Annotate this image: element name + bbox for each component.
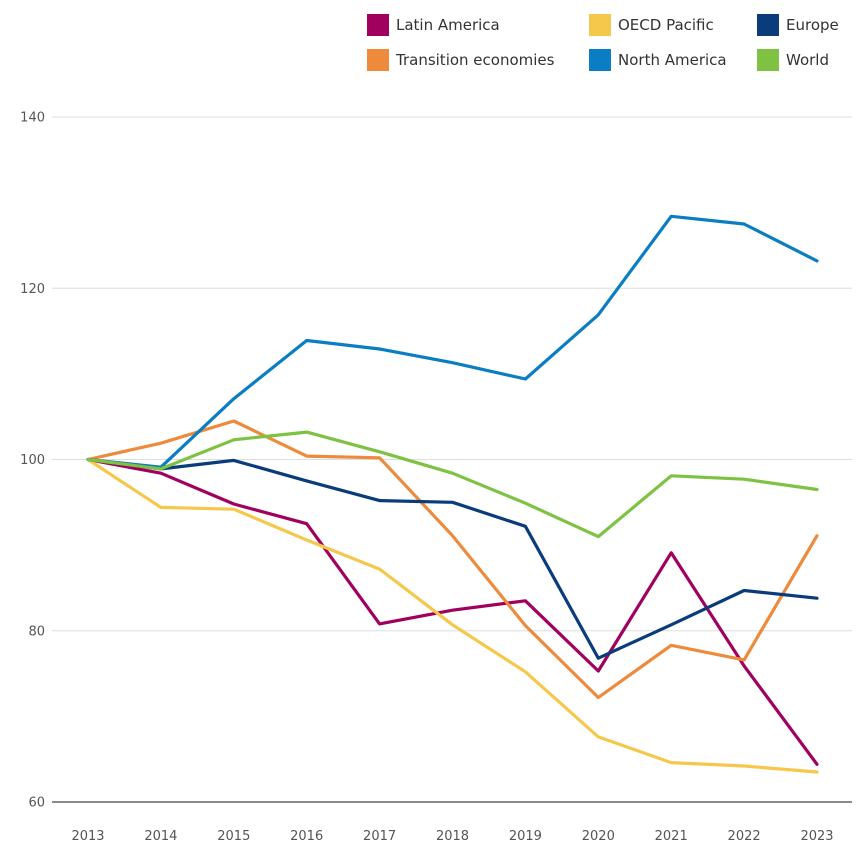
x-tick-label-2019: 2019 (509, 829, 542, 844)
y-tick-label-140: 140 (20, 111, 45, 126)
series-oecd-pacific (86, 457, 819, 774)
grid-layer (52, 116, 852, 803)
legend-label-oecd-pacific: OECD Pacific (618, 16, 714, 34)
y-tick-label-100: 100 (20, 453, 45, 468)
series-lines (86, 214, 819, 774)
legend-label-north-america: North America (618, 51, 727, 69)
series-world (86, 430, 819, 539)
x-tick-labels: 2013 2014 2015 2016 2017 2018 2019 2020 2021 2022… (71, 829, 833, 844)
legend-label-transition-economies: Transition economies (395, 51, 555, 69)
legend-swatch-oecd-pacific (589, 14, 611, 36)
legend-label-latin-america: Latin America (396, 16, 500, 34)
series-line-oecd-pacific (86, 457, 819, 774)
legend-label-europe: Europe (786, 16, 839, 34)
series-europe (86, 457, 819, 660)
legend-label-world: World (786, 51, 829, 69)
x-tick-label-2022: 2022 (728, 829, 761, 844)
legend-item-europe: Europe (757, 14, 839, 36)
x-tick-label-2016: 2016 (290, 829, 323, 844)
x-tick-label-2017: 2017 (363, 829, 396, 844)
y-tick-label-60: 60 (28, 796, 45, 811)
legend-item-oecd-pacific: OECD Pacific (589, 14, 714, 36)
x-tick-label-2020: 2020 (582, 829, 615, 844)
y-tick-labels: 60 80 100 120 140 (20, 111, 45, 811)
series-line-europe (86, 457, 819, 660)
legend-swatch-world (757, 49, 779, 71)
legend-swatch-north-america (589, 49, 611, 71)
legend: Latin America OECD Pacific Europe Transitio… (367, 14, 839, 71)
legend-swatch-latin-america (367, 14, 389, 36)
legend-swatch-transition-economies (367, 49, 389, 71)
series-north-america (86, 214, 819, 469)
series-line-transition-economies (86, 419, 819, 700)
x-tick-label-2023: 2023 (800, 829, 833, 844)
x-tick-label-2013: 2013 (71, 829, 104, 844)
legend-item-north-america: North America (589, 49, 727, 71)
legend-item-world: World (757, 49, 829, 71)
legend-item-transition-economies: Transition economies (367, 49, 555, 71)
legend-item-latin-america: Latin America (367, 14, 500, 36)
x-tick-label-2014: 2014 (144, 829, 177, 844)
series-line-latin-america (86, 457, 819, 766)
series-line-world (86, 430, 819, 539)
series-transition-economies (86, 419, 819, 700)
series-line-north-america (86, 214, 819, 469)
x-tick-label-2021: 2021 (655, 829, 688, 844)
y-tick-label-80: 80 (28, 624, 45, 639)
y-tick-label-120: 120 (20, 282, 45, 297)
series-latin-america (86, 457, 819, 766)
x-tick-label-2015: 2015 (217, 829, 250, 844)
x-tick-label-2018: 2018 (436, 829, 469, 844)
legend-swatch-europe (757, 14, 779, 36)
